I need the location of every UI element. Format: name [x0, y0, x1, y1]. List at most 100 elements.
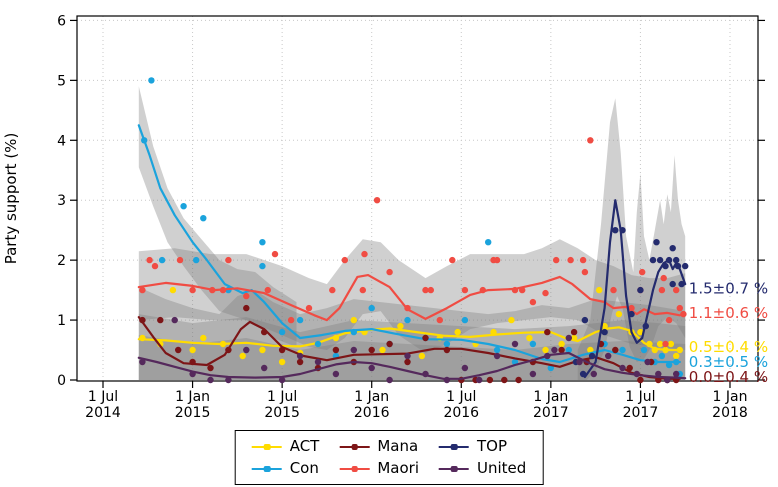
maori-data-point: [610, 286, 617, 294]
mana-data-point: [422, 334, 429, 342]
maori-data-point: [493, 256, 501, 264]
swatch-marker: [451, 465, 458, 472]
maori-data-point: [361, 250, 368, 258]
con-early-band: [138, 86, 297, 348]
con-data-point: [665, 361, 673, 369]
act-data-point: [587, 346, 594, 354]
act-data-point: [189, 346, 196, 354]
maori-legend-swatch-icon: [339, 464, 370, 473]
act-data-point: [418, 352, 426, 360]
y-axis-label: Party support (%): [2, 133, 20, 265]
legend-column-2: Mana Maori: [339, 437, 419, 478]
mana-data-point: [404, 358, 411, 366]
mana-data-point: [443, 346, 451, 354]
maori-data-point: [151, 262, 159, 270]
united-data-point: [350, 346, 357, 354]
y-tick-label: 2: [57, 253, 66, 269]
act-data-point: [200, 334, 207, 342]
maori-data-point: [404, 304, 411, 312]
maori-data-point: [673, 286, 680, 294]
united-data-point: [673, 370, 680, 378]
x-tick-label-year: 2015: [175, 405, 211, 421]
legend-item-act: ACT: [251, 437, 319, 456]
top-data-point: [665, 256, 673, 264]
top-data-point: [649, 256, 657, 264]
united-data-point: [404, 352, 411, 360]
maori-trend-line: [137, 274, 681, 322]
con-data-point: [658, 352, 666, 360]
top-current-estimate-label: 1.5±0.7 %: [689, 279, 768, 297]
maori-data-point: [660, 274, 667, 282]
con-data-point: [158, 256, 166, 264]
maori-data-point: [639, 268, 646, 276]
united-data-point: [511, 340, 519, 348]
act-data-point: [526, 334, 533, 342]
united-data-point: [644, 358, 651, 366]
maori-data-point: [662, 340, 669, 348]
act-data-point: [615, 310, 623, 318]
x-tick-label-month: 1 Jul: [267, 389, 297, 405]
act-data-point: [454, 328, 461, 336]
y-tick-label: 5: [57, 73, 66, 89]
con-data-point: [565, 346, 572, 354]
mana-data-point: [332, 346, 340, 354]
act-data-point: [139, 334, 146, 342]
con-data-point: [461, 316, 469, 324]
maori-data-point: [225, 256, 232, 264]
top-data-point: [628, 310, 635, 318]
act-data-point: [169, 286, 177, 294]
plot-border: [76, 15, 759, 382]
con-data-point: [148, 77, 155, 84]
united-data-point: [619, 364, 626, 372]
act-trend-line: [137, 326, 681, 352]
con-legend-swatch-icon: [251, 464, 282, 473]
legend-label: Con: [289, 459, 319, 477]
act-data-point: [570, 334, 578, 342]
x-tick-label-year: 2016: [354, 405, 390, 421]
mana-data-point: [626, 364, 633, 372]
maori-data-point: [264, 286, 271, 294]
swatch-marker: [451, 443, 458, 450]
mana-legend-swatch-icon: [339, 442, 370, 451]
mana-data-point: [501, 376, 508, 384]
maori-data-point: [422, 286, 429, 294]
maori-data-point: [243, 292, 250, 300]
legend-label: Maori: [377, 459, 419, 477]
united-data-point: [386, 376, 393, 384]
mana-data-point: [139, 316, 146, 324]
mana-data-point: [225, 346, 232, 354]
act-data-point: [601, 322, 608, 330]
united-data-point: [171, 316, 178, 324]
x-tick-label-month: 1 Jul: [446, 389, 476, 405]
x-tick-label-month: 1 Jan: [175, 389, 210, 405]
top-data-point: [579, 370, 587, 378]
x-tick-label-year: 2015: [264, 405, 300, 421]
act-data-point: [667, 340, 675, 348]
maori-data-point: [461, 286, 469, 294]
united-data-point: [296, 352, 304, 360]
con-data-point: [485, 239, 492, 246]
mana-data-point: [655, 376, 662, 384]
act-data-point: [637, 328, 644, 336]
con-data-point: [278, 328, 286, 336]
maori-data-point: [427, 286, 434, 294]
maori-data-point: [189, 286, 196, 294]
maori-data-point: [567, 256, 574, 264]
united-data-point: [443, 376, 451, 384]
maori-data-point: [579, 256, 587, 264]
top-trend-line: [583, 199, 687, 379]
act-data-point: [656, 340, 664, 348]
act-data-point: [278, 358, 286, 366]
united-data-point: [605, 352, 612, 360]
maori-data-point: [219, 286, 227, 294]
x-tick-label-month: 1 Jan: [533, 389, 568, 405]
act-data-point: [239, 352, 246, 360]
act-data-point: [379, 346, 386, 354]
y-tick-label: 3: [57, 193, 66, 209]
chart-legend: ACT Con Mana Maori TOP United: [234, 430, 544, 485]
act-data-point: [219, 340, 227, 348]
mana-data-point: [261, 328, 268, 336]
swatch-marker: [263, 465, 271, 472]
mana-data-point: [207, 364, 214, 372]
